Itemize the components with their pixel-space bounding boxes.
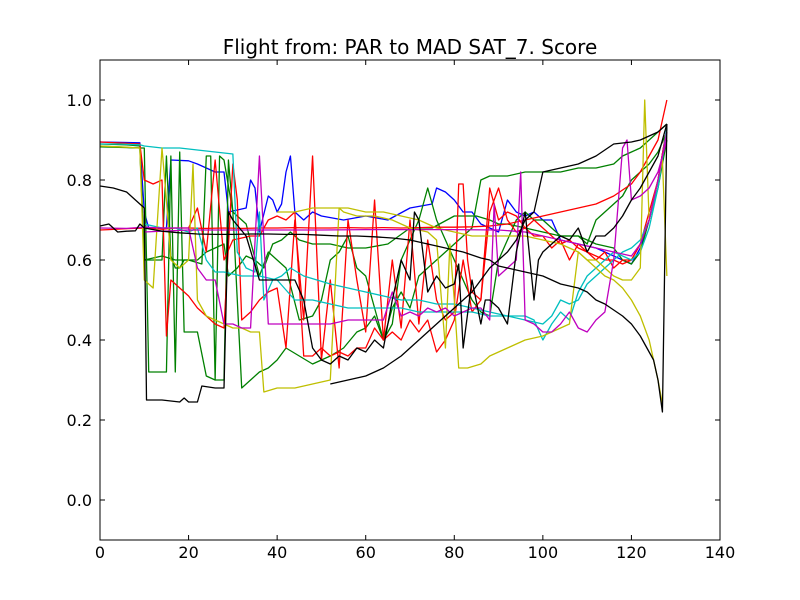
y-tick-label: 0.8 (67, 171, 92, 190)
y-tick-label: 0.6 (67, 251, 92, 270)
y-tick-label: 0.2 (67, 411, 92, 430)
series-line-16 (330, 123, 668, 385)
chart-title: Flight from: PAR to MAD SAT_7. Score (223, 35, 598, 59)
x-tick-label: 0 (95, 543, 105, 562)
series-line-9 (144, 127, 668, 341)
plot-frame (99, 59, 721, 541)
x-tick-label: 20 (178, 543, 198, 562)
axes-layer: 0 20 40 60 80 100 120 140 0.0 0.2 0.4 0.6 0.8 1.0 (67, 60, 736, 562)
x-tick-label: 120 (616, 543, 647, 562)
x-tick-label: 100 (528, 543, 559, 562)
series-line-3 (99, 123, 668, 389)
x-tick-label: 80 (444, 543, 464, 562)
series-line-10 (99, 99, 668, 393)
y-tick-label: 0.4 (67, 331, 92, 350)
series-line-15 (99, 123, 668, 403)
x-tick-label: 60 (356, 543, 376, 562)
series-line-11 (277, 207, 664, 405)
series-line-14 (99, 123, 668, 413)
y-tick-label: 1.0 (67, 91, 92, 110)
series-line-6 (99, 127, 668, 369)
series-layer (99, 99, 668, 413)
x-tick-label: 140 (705, 543, 736, 562)
y-tick-label: 0.0 (67, 491, 92, 510)
series-line-12 (99, 139, 668, 333)
x-tick-label: 40 (267, 543, 287, 562)
series-line-13 (144, 131, 668, 257)
series-line-7 (187, 127, 668, 357)
